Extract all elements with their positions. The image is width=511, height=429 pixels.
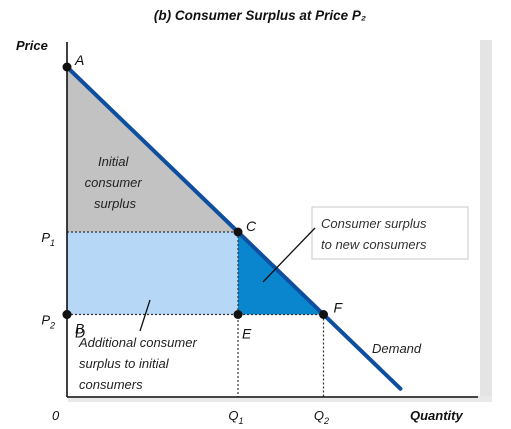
initial-surplus-line-2: consumer [85,175,143,190]
chart-title: (b) Consumer Surplus at Price P₂ [154,8,366,23]
point-marker-a [62,62,72,72]
additional-surplus-pointer [139,299,151,332]
point-label-b: B [75,321,84,337]
origin-label: 0 [52,408,60,423]
additional-surplus-region [67,232,238,315]
y-tick-p2-sub: 2 [49,321,55,331]
additional-surplus-line-2: surplus to initial [79,356,170,371]
additional-surplus-label: Additional consumer surplus to initial c… [78,335,200,392]
point-label-c: C [246,218,257,234]
new-consumers-callout-box [311,206,469,260]
initial-surplus-line-1: Initial [98,154,129,169]
initial-surplus-line-3: surplus [94,196,136,211]
new-consumers-line-2: to new consumers [321,237,427,252]
point-marker-f [319,310,328,319]
x-tick-q2: Q2 [314,408,329,426]
demand-label: Demand [372,341,422,356]
x-tick-q1: Q1 [228,408,243,426]
x-tick-q1-sub: 1 [239,416,244,426]
y-tick-p2: P2 [41,313,55,331]
point-label-d: D [75,325,85,341]
point-label-a: A [74,52,84,68]
point-label-e: E [242,326,252,342]
y-tick-p1-base: P [41,230,50,245]
bottom-shadow-bar [68,396,492,402]
x-tick-q2-base: Q [314,408,324,423]
point-marker-d [62,310,72,319]
new-consumers-line-1: Consumer surplus [321,216,427,231]
y-tick-p1-sub: 1 [50,238,55,248]
point-marker-c [233,227,243,237]
point-markers: A B C D E F [62,52,344,342]
x-tick-q2-sub: 2 [323,416,329,426]
initial-surplus-label: Initial consumer surplus [85,154,146,211]
new-consumers-pointer [262,227,316,283]
y-tick-p1: P1 [41,230,55,248]
additional-surplus-line-3: consumers [79,377,143,392]
point-marker-e [233,310,243,319]
y-tick-p2-base: P [41,313,50,328]
x-tick-q1-base: Q [228,408,238,423]
new-consumers-surplus-label: Consumer surplus to new consumers [321,216,430,252]
additional-surplus-line-1: Additional consumer [78,335,197,350]
point-label-f: F [334,300,344,316]
y-axis-label: Price [16,38,48,53]
x-axis-label: Quantity [410,408,463,423]
right-shadow-bar [480,40,492,400]
